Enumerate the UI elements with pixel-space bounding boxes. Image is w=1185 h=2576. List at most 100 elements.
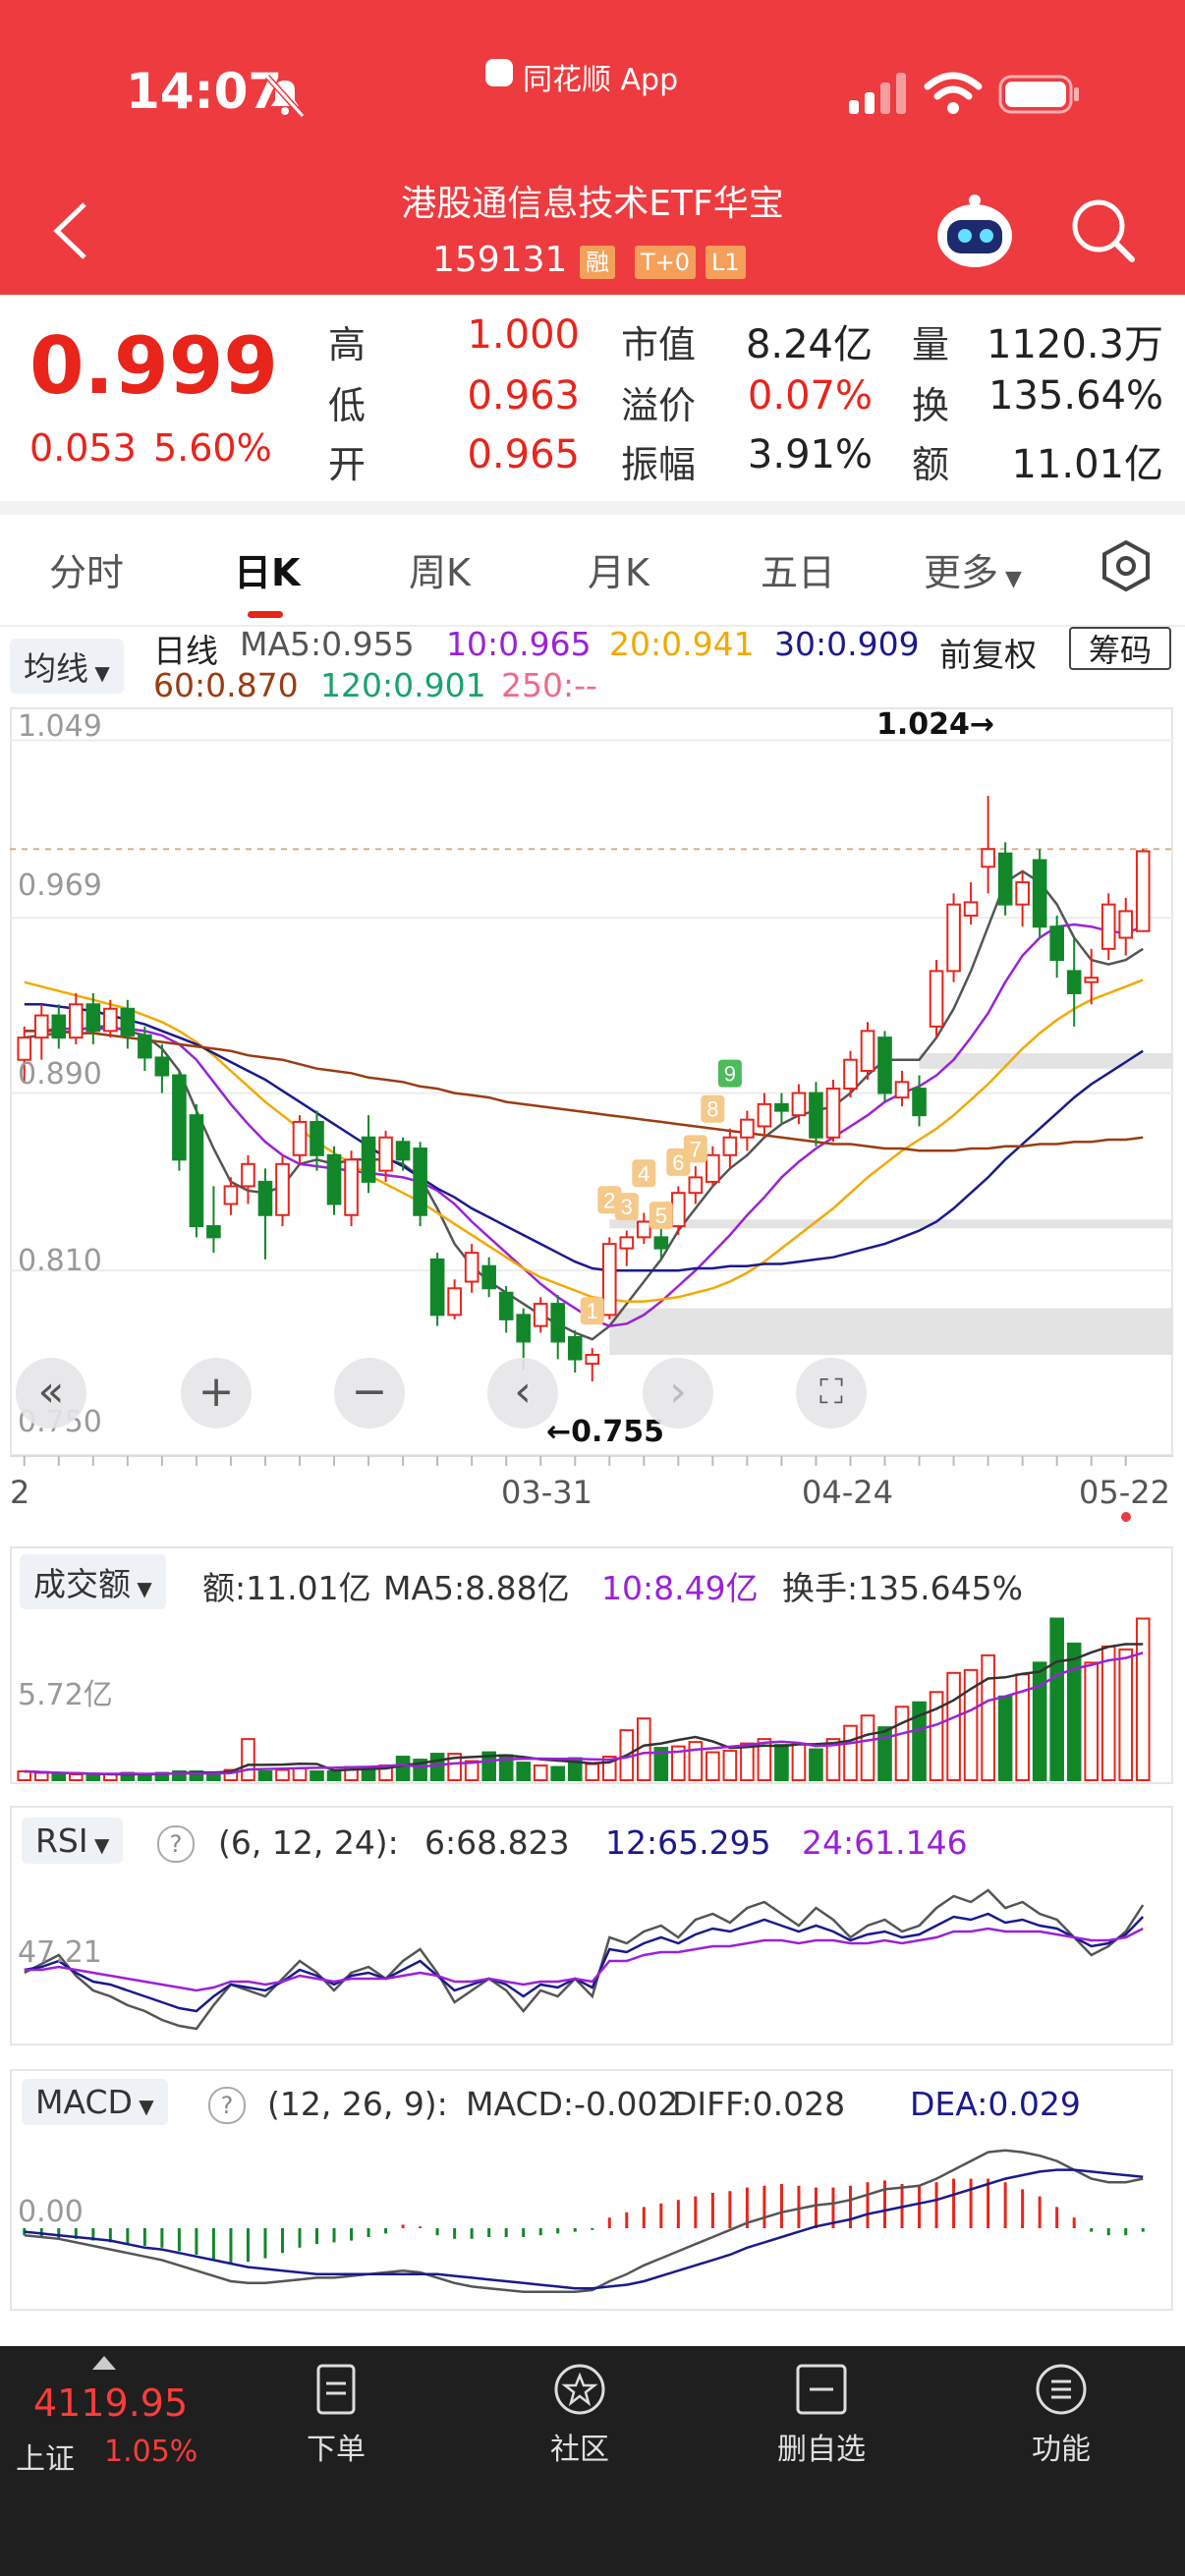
- candle: [860, 1030, 875, 1073]
- scroll-right-icon[interactable]: ›: [643, 1358, 713, 1428]
- scroll-left-icon[interactable]: ‹: [487, 1358, 558, 1428]
- signal-number: 5: [655, 1204, 667, 1228]
- candle: [671, 1192, 686, 1228]
- rsi12-value: 12:65.295: [605, 1823, 771, 1862]
- help-icon[interactable]: ?: [157, 1825, 195, 1863]
- zoom-out-icon[interactable]: −: [334, 1358, 405, 1428]
- ma5-line: [24, 869, 1144, 1341]
- candle: [413, 1148, 427, 1216]
- candle: [636, 1220, 651, 1239]
- volume-bar: [550, 1765, 566, 1782]
- ma-selector[interactable]: 均线 ▼: [10, 639, 124, 694]
- stat-value-amplitude: 3.91%: [747, 432, 873, 477]
- candle: [567, 1335, 583, 1361]
- candle: [825, 1088, 841, 1139]
- volume-bar: [257, 1770, 273, 1782]
- tab-intraday[interactable]: 分时: [49, 551, 125, 594]
- tab-monthly-k[interactable]: 月K: [588, 551, 649, 594]
- macd-params: (12, 26, 9):: [267, 2085, 448, 2123]
- candle: [481, 1264, 496, 1290]
- search-icon[interactable]: [1069, 196, 1138, 265]
- candle: [843, 1058, 858, 1091]
- back-icon[interactable]: [47, 196, 94, 265]
- volume-ma5: MA5:8.88亿: [383, 1569, 570, 1607]
- volume-bar: [722, 1750, 738, 1781]
- tag-margin: 融: [580, 246, 615, 279]
- candle: [963, 901, 979, 917]
- order-icon[interactable]: [309, 2362, 364, 2417]
- battery-icon: [998, 75, 1079, 114]
- remove-watchlist-icon[interactable]: [794, 2362, 849, 2417]
- candle: [1049, 925, 1064, 962]
- candle: [585, 1354, 600, 1366]
- signal-number: 6: [672, 1150, 684, 1175]
- candle: [395, 1141, 411, 1161]
- candle: [550, 1303, 566, 1343]
- volume-y-tick: 5.72亿: [18, 1678, 113, 1712]
- chevron-down-icon: ▼: [87, 1833, 110, 1857]
- nav-community[interactable]: 社区: [550, 2433, 609, 2467]
- collapse-icon[interactable]: «: [16, 1358, 86, 1428]
- volume-ma10: 10:8.49亿: [601, 1569, 759, 1607]
- stat-value-high: 1.000: [467, 312, 580, 358]
- settings-icon[interactable]: [1099, 538, 1154, 593]
- candle: [33, 1014, 49, 1039]
- stat-value-volume: 1120.3万: [987, 322, 1163, 367]
- candle: [464, 1252, 480, 1283]
- volume-bar: [671, 1745, 686, 1781]
- index-change: 1.05%: [104, 2435, 198, 2469]
- candle: [241, 1162, 255, 1188]
- signal-number: 7: [690, 1137, 702, 1161]
- candle: [17, 1036, 32, 1061]
- tab-five-day[interactable]: 五日: [761, 551, 836, 594]
- candle: [1135, 850, 1151, 932]
- index-value[interactable]: 4119.95: [33, 2381, 189, 2425]
- nav-order[interactable]: 下单: [307, 2433, 366, 2467]
- nav-remove-watchlist[interactable]: 删自选: [777, 2433, 866, 2467]
- volume-bar: [912, 1701, 927, 1782]
- candle: [85, 1003, 101, 1033]
- rsi-selector-label: RSI: [35, 1821, 88, 1860]
- volume-ma10-line: [24, 1652, 1144, 1775]
- chevron-down-icon: ▼: [132, 2095, 154, 2118]
- candle: [946, 903, 961, 973]
- diff-line: [24, 2149, 1144, 2294]
- dea-value: DEA:0.029: [910, 2085, 1081, 2123]
- macd-selector[interactable]: MACD ▼: [22, 2079, 168, 2125]
- signal-badge: [717, 1059, 742, 1088]
- chip-button[interactable]: 筹码: [1069, 627, 1171, 670]
- signal-badge: [632, 1159, 656, 1188]
- chevron-down-icon: ▼: [998, 567, 1022, 591]
- candle: [809, 1092, 823, 1139]
- zoom-in-icon[interactable]: +: [181, 1358, 252, 1428]
- candle: [1032, 859, 1047, 928]
- rsi-selector[interactable]: RSI ▼: [22, 1818, 124, 1864]
- macd-panel: [10, 2069, 1173, 2311]
- x-tick-label: 05-22: [1079, 1474, 1170, 1511]
- tab-weekly-k[interactable]: 周K: [409, 551, 471, 594]
- adjust-mode[interactable]: 前复权: [939, 636, 1037, 674]
- page-title: 港股通信息技术ETF华宝: [401, 184, 784, 224]
- menu-icon[interactable]: [1034, 2362, 1089, 2417]
- candle: [189, 1114, 204, 1228]
- current-price: 0.999: [29, 320, 279, 412]
- rsi12-line: [24, 1912, 1145, 2013]
- tab-daily-k[interactable]: 日K: [234, 551, 301, 594]
- volume-bar: [310, 1770, 324, 1782]
- price-change-pct: 5.60%: [153, 426, 272, 470]
- nav-functions[interactable]: 功能: [1032, 2433, 1091, 2467]
- community-icon[interactable]: [552, 2362, 607, 2417]
- y-tick-label: 1.049: [18, 709, 102, 744]
- fullscreen-icon[interactable]: ⛶: [796, 1358, 867, 1428]
- candle: [206, 1225, 221, 1239]
- volume-bar: [946, 1671, 961, 1781]
- tab-more[interactable]: 更多 ▼: [924, 542, 1022, 596]
- help-icon[interactable]: ?: [208, 2087, 246, 2124]
- candle: [894, 1081, 910, 1099]
- assistant-robot-icon[interactable]: [933, 193, 1016, 271]
- expand-up-icon[interactable]: [92, 2356, 116, 2370]
- volume-selector[interactable]: 成交额 ▼: [20, 1554, 166, 1609]
- ma30-value: 30:0.909: [774, 625, 920, 663]
- rsi24-line: [24, 1927, 1144, 1992]
